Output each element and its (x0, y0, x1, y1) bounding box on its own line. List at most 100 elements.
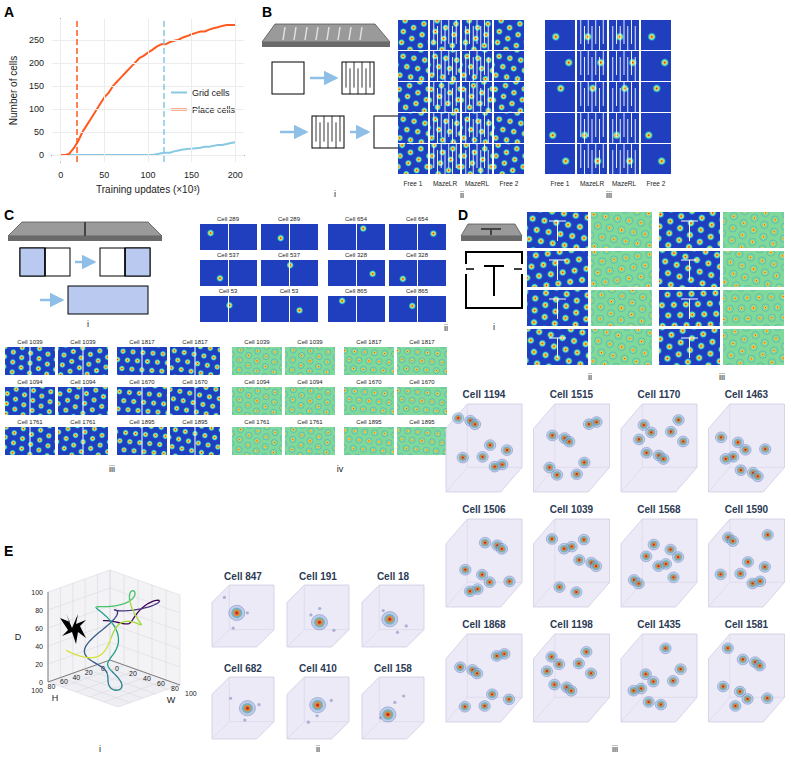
svg-text:Cell 654: Cell 654 (406, 216, 429, 222)
svg-text:Cell 865: Cell 865 (406, 288, 429, 294)
svg-text:ii: ii (588, 372, 592, 382)
svg-text:Cell 682: Cell 682 (224, 663, 262, 674)
svg-text:Cell 1761: Cell 1761 (297, 419, 323, 425)
svg-text:D: D (15, 632, 22, 642)
svg-text:ii: ii (444, 323, 448, 333)
svg-text:Training updates (×10³): Training updates (×10³) (96, 184, 200, 195)
svg-text:40: 40 (143, 675, 151, 682)
svg-text:Cell 1817: Cell 1817 (182, 339, 208, 345)
svg-text:Cell 1761: Cell 1761 (70, 419, 96, 425)
svg-text:50: 50 (34, 127, 44, 137)
svg-text:iii: iii (606, 190, 612, 200)
svg-text:100: 100 (185, 690, 197, 697)
svg-text:60: 60 (157, 680, 165, 687)
svg-text:Cell 1094: Cell 1094 (17, 379, 43, 385)
svg-text:Cell 1198: Cell 1198 (550, 619, 593, 630)
svg-text:0: 0 (115, 665, 119, 672)
svg-text:D: D (458, 207, 468, 223)
svg-text:Cell 1039: Cell 1039 (244, 339, 270, 345)
svg-text:60: 60 (35, 625, 43, 632)
svg-text:Cell 1761: Cell 1761 (244, 419, 270, 425)
svg-text:Cell 1435: Cell 1435 (637, 619, 681, 630)
svg-text:80: 80 (35, 607, 43, 614)
svg-text:40: 40 (35, 643, 43, 650)
svg-text:Cell 865: Cell 865 (345, 288, 368, 294)
svg-text:200: 200 (29, 58, 44, 68)
svg-text:20: 20 (129, 670, 137, 677)
svg-text:100: 100 (140, 170, 155, 180)
svg-text:Cell 328: Cell 328 (406, 252, 429, 258)
svg-text:Cell 847: Cell 847 (224, 571, 262, 582)
svg-text:Cell 1895: Cell 1895 (409, 419, 435, 425)
svg-text:Cell 1895: Cell 1895 (182, 419, 208, 425)
svg-text:Cell 1094: Cell 1094 (297, 379, 323, 385)
svg-text:Cell 1194: Cell 1194 (463, 389, 506, 400)
svg-text:ii: ii (316, 744, 320, 754)
svg-text:Cell 1039: Cell 1039 (17, 339, 43, 345)
svg-text:Cell 1670: Cell 1670 (409, 379, 435, 385)
svg-text:250: 250 (29, 35, 44, 45)
svg-text:150: 150 (184, 170, 199, 180)
svg-text:W: W (167, 695, 176, 705)
svg-text:H: H (52, 693, 59, 703)
svg-text:Cell 410: Cell 410 (299, 663, 337, 674)
svg-text:20: 20 (85, 669, 93, 676)
svg-text:Cell 1590: Cell 1590 (725, 504, 769, 515)
svg-text:150: 150 (29, 81, 44, 91)
svg-text:Cell 18: Cell 18 (377, 571, 410, 582)
svg-text:80: 80 (48, 683, 56, 690)
svg-text:Free 1: Free 1 (551, 180, 570, 187)
svg-text:Free 2: Free 2 (647, 180, 666, 187)
svg-text:Cell 1670: Cell 1670 (356, 379, 382, 385)
svg-text:Free 1: Free 1 (404, 180, 423, 187)
svg-text:Cell 1581: Cell 1581 (725, 619, 769, 630)
svg-text:60: 60 (60, 678, 68, 685)
svg-text:Cell 158: Cell 158 (374, 663, 412, 674)
svg-text:Cell 289: Cell 289 (278, 216, 301, 222)
svg-text:Cell 1895: Cell 1895 (129, 419, 155, 425)
svg-text:0: 0 (58, 170, 63, 180)
svg-text:80: 80 (171, 685, 179, 692)
svg-text:Cell 1094: Cell 1094 (244, 379, 270, 385)
svg-text:100: 100 (31, 589, 43, 596)
svg-text:40: 40 (72, 674, 80, 681)
svg-text:iii: iii (612, 744, 618, 754)
svg-text:i: i (99, 744, 101, 754)
svg-text:Cell 1463: Cell 1463 (725, 389, 769, 400)
svg-text:Cell 1817: Cell 1817 (129, 339, 155, 345)
svg-text:Cell 654: Cell 654 (345, 216, 368, 222)
svg-text:i: i (87, 319, 89, 329)
svg-text:Cell 1817: Cell 1817 (409, 339, 435, 345)
svg-text:20: 20 (35, 661, 43, 668)
svg-text:C: C (4, 207, 14, 223)
svg-text:Cell 1094: Cell 1094 (70, 379, 96, 385)
svg-text:0: 0 (39, 679, 43, 686)
svg-text:Cell 1868: Cell 1868 (462, 619, 506, 630)
svg-text:Cell 1515: Cell 1515 (550, 389, 594, 400)
svg-text:Cell 53: Cell 53 (219, 288, 238, 294)
svg-text:Cell 537: Cell 537 (278, 252, 301, 258)
svg-text:iii: iii (719, 372, 725, 382)
svg-text:MazeLR: MazeLR (433, 180, 458, 187)
svg-text:Grid cells: Grid cells (192, 88, 230, 98)
svg-text:Cell 1670: Cell 1670 (182, 379, 208, 385)
svg-text:Cell 1670: Cell 1670 (129, 379, 155, 385)
svg-text:E: E (4, 543, 13, 559)
svg-text:ii: ii (460, 190, 464, 200)
svg-text:100: 100 (31, 687, 43, 694)
svg-text:Cell 1039: Cell 1039 (297, 339, 323, 345)
svg-text:MazeRL: MazeRL (465, 180, 490, 187)
svg-text:Cell 1170: Cell 1170 (638, 389, 681, 400)
svg-text:Cell 328: Cell 328 (345, 252, 368, 258)
svg-text:50: 50 (99, 170, 109, 180)
svg-text:Cell 1568: Cell 1568 (637, 504, 681, 515)
svg-text:A: A (4, 4, 14, 20)
svg-text:iv: iv (337, 464, 344, 474)
svg-text:MazeLR: MazeLR (580, 180, 605, 187)
svg-text:i: i (334, 189, 336, 199)
svg-text:Number of cells: Number of cells (8, 56, 19, 125)
svg-text:Cell 1506: Cell 1506 (462, 504, 506, 515)
svg-text:i: i (493, 322, 495, 332)
svg-text:Cell 53: Cell 53 (280, 288, 299, 294)
svg-text:B: B (262, 4, 272, 20)
